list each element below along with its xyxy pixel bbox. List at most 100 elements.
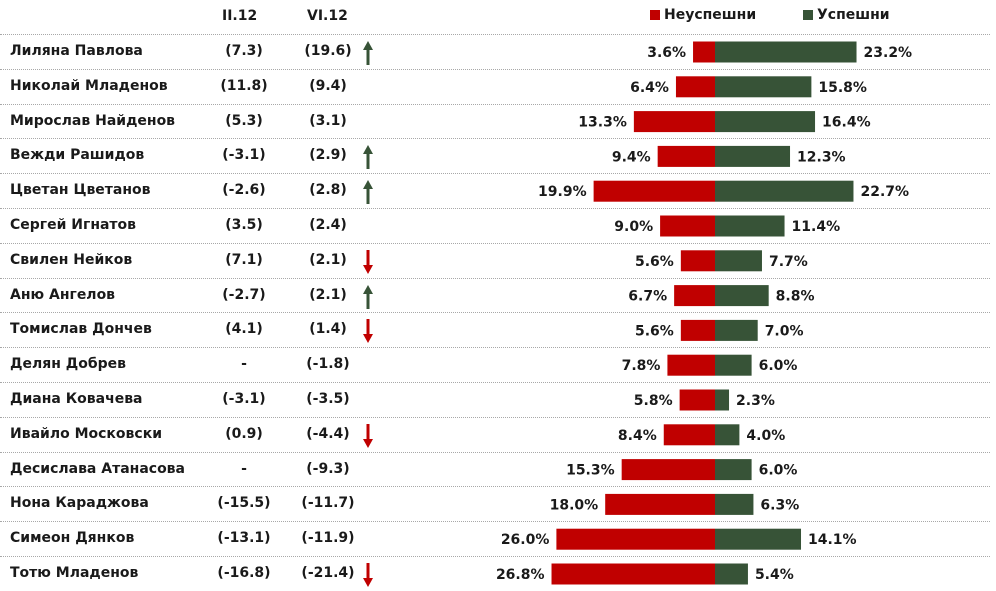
politician-name: Цветан Цветанов [10, 182, 151, 199]
bar-positive [715, 528, 802, 550]
politician-name: Свилен Нейков [10, 251, 133, 268]
table-row: Томислав Дончев (4.1) (1.4) [0, 312, 996, 347]
data-label-positive: 6.0% [759, 358, 798, 374]
bar-negative [593, 180, 715, 202]
data-label-negative: 3.6% [647, 45, 686, 61]
row-divider [0, 382, 990, 383]
bar-positive [715, 493, 754, 515]
politician-name: Лиляна Павлова [10, 43, 143, 59]
rating-feb: (5.3) [225, 112, 263, 129]
politician-name: Аню Ангелов [10, 286, 116, 303]
rating-jun: (-4.4) [306, 425, 350, 442]
rating-jun: (-9.3) [306, 460, 350, 477]
table-row: Аню Ангелов (-2.7) (2.1) [0, 277, 996, 313]
row-divider [0, 556, 990, 557]
table-row: Свилен Нейков (7.1) (2.1) [0, 242, 996, 278]
trend-down-arrow-icon [363, 319, 373, 344]
rating-feb: (4.1) [225, 321, 263, 338]
legend-item-positive: Успешни [803, 7, 890, 23]
rating-feb: (-13.1) [217, 530, 271, 547]
data-label-positive: 4.0% [746, 428, 785, 444]
data-label-positive: 12.3% [797, 149, 846, 165]
bar-positive [715, 145, 791, 167]
rating-jun: (2.1) [309, 251, 347, 268]
politician-name: Диана Ковачева [10, 391, 143, 407]
table-row: Нона Караджова (-15.5) (-11.7) [0, 486, 996, 521]
data-label-positive: 14.1% [808, 532, 857, 548]
rating-feb: (-3.1) [222, 391, 266, 407]
table-row: Николай Младенов (11.8) (9.4) [0, 68, 996, 104]
data-label-negative: 6.7% [628, 289, 667, 305]
rating-feb: (11.8) [220, 77, 268, 94]
rating-feb: (-3.1) [222, 147, 266, 164]
data-label-negative: 19.9% [538, 184, 587, 200]
bar-negative [605, 493, 715, 515]
row-divider [0, 521, 990, 523]
legend-item-negative: Неуспешни [650, 7, 756, 23]
row-divider [0, 312, 990, 314]
bar-negative [667, 354, 715, 376]
rating-jun: (2.9) [309, 147, 347, 164]
row-divider [0, 34, 990, 35]
bar-positive [715, 180, 854, 202]
bar-negative [633, 111, 715, 133]
data-label-positive: 15.8% [818, 80, 867, 96]
rating-jun: (-21.4) [301, 565, 355, 581]
rating-feb: (-2.7) [222, 286, 266, 303]
politician-name: Вежди Рашидов [10, 147, 145, 164]
rating-jun: (2.8) [309, 182, 347, 199]
rating-feb: (-16.8) [217, 565, 271, 581]
bar-positive [715, 250, 762, 272]
bar-negative [663, 424, 715, 446]
bar-negative [657, 145, 715, 167]
bar-negative [674, 285, 715, 307]
table-row: Вежди Рашидов (-3.1) (2.9) [0, 138, 996, 173]
politician-name: Мирослав Найденов [10, 112, 176, 129]
trend-down-arrow-icon [363, 563, 373, 587]
rating-jun: (3.1) [309, 112, 347, 129]
rating-feb: (7.3) [225, 43, 263, 59]
data-label-negative: 7.8% [622, 358, 661, 374]
data-label-positive: 23.2% [864, 45, 913, 61]
table-row: Диана Ковачева (-3.1) (-3.5) [0, 382, 996, 417]
politician-name: Делян Добрев [10, 356, 126, 373]
trend-down-arrow-icon [363, 423, 373, 448]
data-label-negative: 9.4% [612, 149, 651, 165]
data-label-negative: 5.6% [635, 323, 674, 339]
row-divider [0, 347, 990, 349]
column-header-jun: VI.12 [307, 8, 348, 24]
data-label-negative: 26.8% [496, 567, 545, 583]
data-label-positive: 7.7% [769, 254, 808, 270]
rating-jun: (9.4) [309, 77, 347, 94]
rating-feb: (-15.5) [217, 495, 271, 512]
bar-negative [680, 250, 715, 272]
data-label-negative: 5.6% [635, 254, 674, 270]
politician-name: Томислав Дончев [10, 321, 152, 338]
rating-feb: (-2.6) [222, 182, 266, 199]
data-label-positive: 2.3% [736, 393, 775, 409]
trend-up-arrow-icon [363, 145, 373, 170]
row-divider [0, 138, 990, 140]
rating-jun: (2.1) [309, 286, 347, 303]
table-header: II.12 VI.12 Неуспешни Успешни [0, 0, 996, 34]
bar-positive [715, 41, 857, 63]
bar-positive [715, 319, 758, 341]
row-divider [0, 103, 990, 105]
column-header-feb: II.12 [222, 8, 258, 24]
rating-jun: (-11.7) [301, 495, 355, 512]
bar-negative [675, 76, 715, 98]
bar-positive [715, 354, 752, 376]
data-label-positive: 7.0% [765, 323, 804, 339]
data-label-positive: 16.4% [822, 115, 871, 131]
data-label-negative: 6.4% [630, 80, 669, 96]
bar-negative [680, 319, 715, 341]
bar-negative [551, 563, 715, 585]
rating-jun: (2.4) [309, 217, 347, 233]
table-row: Сергей Игнатов (3.5) (2.4) [0, 208, 996, 243]
bar-negative [679, 389, 715, 411]
trend-up-arrow-icon [363, 41, 373, 65]
data-label-positive: 11.4% [792, 219, 841, 235]
data-label-positive: 6.3% [760, 497, 799, 513]
table-row: Десислава Атанасова - (-9.3) [0, 451, 996, 487]
